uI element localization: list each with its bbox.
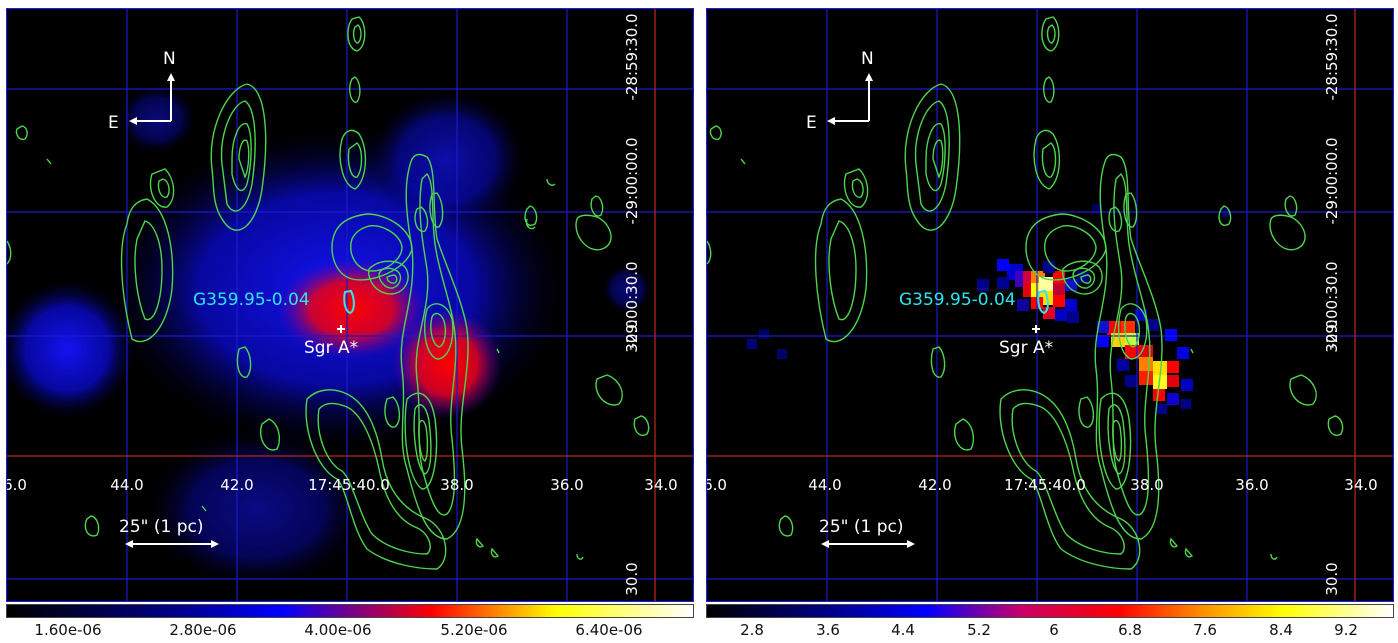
ra-tick: 36.0 bbox=[1235, 476, 1268, 494]
compass bbox=[827, 73, 873, 125]
colorbar-tick: 2.80e-06 bbox=[169, 621, 237, 639]
east-label: E bbox=[806, 113, 817, 133]
colorbar-tick: 4.00e-06 bbox=[304, 621, 372, 639]
scale-bar bbox=[125, 540, 219, 548]
radio-contours bbox=[707, 16, 1344, 570]
source-region bbox=[343, 289, 355, 315]
radio-contours bbox=[7, 16, 650, 570]
right-image-panel: N E G359.95-0.04 Sgr A* 25" (1 pc) 6.0 4… bbox=[706, 8, 1394, 602]
coordinate-grid bbox=[707, 9, 1393, 601]
colorbar-tick: 6 bbox=[1049, 621, 1059, 639]
colorbar-tick: 3.6 bbox=[816, 621, 840, 639]
dec-tick: -28:59:30.0 bbox=[623, 13, 641, 100]
scale-bar bbox=[821, 540, 915, 548]
compass bbox=[129, 73, 175, 125]
colorbar-tick: 9.2 bbox=[1334, 621, 1358, 639]
colorbar-tick: 7.6 bbox=[1193, 621, 1217, 639]
colorbar-tick: 6.40e-06 bbox=[575, 621, 643, 639]
dec-tick: 30.0 bbox=[623, 562, 641, 595]
dec-tick: -29:00:30.0 bbox=[1323, 261, 1341, 348]
ra-tick: 6.0 bbox=[7, 476, 27, 494]
axis-crosshair bbox=[707, 9, 1393, 601]
east-label: E bbox=[108, 113, 119, 133]
dec-tick: -28:59:30.0 bbox=[1323, 13, 1341, 100]
ra-axis-ticks: 6.0 44.0 42.0 17:45:40.0 38.0 36.0 34.0 bbox=[7, 476, 678, 494]
dec-axis-ticks: -28:59:30.0 -29:00:00.0 -29:00:30.0 30.0… bbox=[1323, 13, 1341, 595]
ra-tick: 44.0 bbox=[110, 476, 143, 494]
dec-tick: 30.0 bbox=[623, 319, 641, 352]
source-region bbox=[1037, 289, 1049, 315]
ra-tick: 17:45:40.0 bbox=[308, 476, 390, 494]
ra-tick: 42.0 bbox=[918, 476, 951, 494]
ra-tick: 36.0 bbox=[550, 476, 583, 494]
dec-tick: 30.0 bbox=[1323, 319, 1341, 352]
ra-axis-ticks: 6.0 44.0 42.0 17:45:40.0 38.0 36.0 34.0 bbox=[707, 476, 1378, 494]
source-label: G359.95-0.04 bbox=[899, 290, 1016, 310]
ra-tick: 17:45:40.0 bbox=[1004, 476, 1086, 494]
colorbar-tick: 4.4 bbox=[891, 621, 915, 639]
pixel-emission bbox=[747, 204, 1230, 414]
axis-crosshair bbox=[7, 9, 693, 601]
north-label: N bbox=[861, 49, 874, 69]
colorbar-tick: 2.8 bbox=[740, 621, 764, 639]
sgr-a-marker bbox=[1032, 325, 1040, 333]
dec-tick: -29:00:30.0 bbox=[623, 261, 641, 348]
ra-tick: 34.0 bbox=[644, 476, 677, 494]
scale-bar-label: 25" (1 pc) bbox=[819, 517, 903, 537]
sgr-a-marker bbox=[337, 325, 345, 333]
colorbar-tick: 5.20e-06 bbox=[440, 621, 508, 639]
dec-tick: -29:00:00.0 bbox=[623, 137, 641, 224]
dec-tick: -29:00:00.0 bbox=[1323, 137, 1341, 224]
ra-tick: 38.0 bbox=[440, 476, 473, 494]
dec-axis-ticks: -28:59:30.0 -29:00:00.0 -29:00:30.0 30.0… bbox=[623, 13, 641, 595]
source-label: G359.95-0.04 bbox=[193, 290, 310, 310]
right-colorbar bbox=[706, 604, 1394, 618]
scale-bar-label: 25" (1 pc) bbox=[119, 517, 203, 537]
left-colorbar bbox=[6, 604, 694, 618]
colorbar-tick: 8.4 bbox=[1269, 621, 1293, 639]
colorbar-tick: 6.8 bbox=[1118, 621, 1142, 639]
coordinate-grid bbox=[7, 9, 693, 601]
colorbar-tick: 5.2 bbox=[967, 621, 991, 639]
right-panel-svg: N E G359.95-0.04 Sgr A* 25" (1 pc) 6.0 4… bbox=[707, 9, 1393, 601]
left-panel-svg: N E G359.95-0.04 Sgr A* 25" (1 pc) 6.0 4… bbox=[7, 9, 693, 601]
north-label: N bbox=[163, 49, 176, 69]
ra-tick: 34.0 bbox=[1344, 476, 1377, 494]
ra-tick: 38.0 bbox=[1130, 476, 1163, 494]
ra-tick: 44.0 bbox=[808, 476, 841, 494]
dec-tick: 30.0 bbox=[1323, 562, 1341, 595]
sgr-a-label: Sgr A* bbox=[999, 338, 1053, 358]
left-image-panel: N E G359.95-0.04 Sgr A* 25" (1 pc) 6.0 4… bbox=[6, 8, 694, 602]
ra-tick: 6.0 bbox=[707, 476, 727, 494]
ra-tick: 42.0 bbox=[220, 476, 253, 494]
sgr-a-label: Sgr A* bbox=[304, 338, 358, 358]
colorbar-tick: 1.60e-06 bbox=[34, 621, 102, 639]
